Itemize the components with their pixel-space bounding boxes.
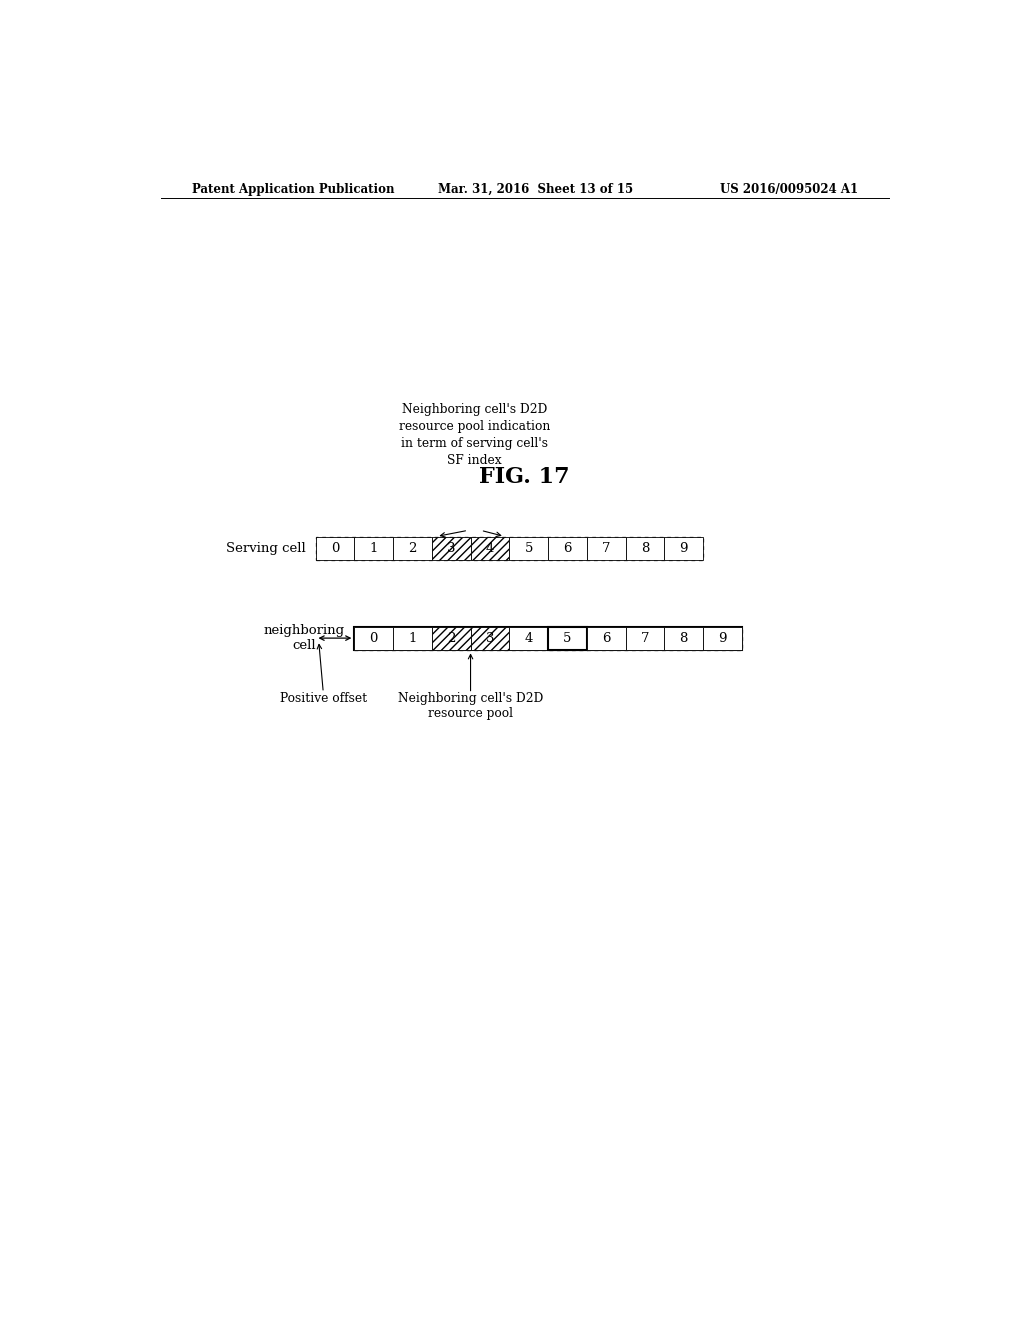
Text: 8: 8 [641,543,649,556]
Text: 3: 3 [485,631,495,644]
Text: 9: 9 [718,631,727,644]
Bar [354,627,741,649]
Text: 2: 2 [409,543,417,556]
Bar [471,537,509,561]
Bar [432,627,471,649]
Text: neighboring
cell: neighboring cell [264,624,345,652]
Text: 2: 2 [447,631,456,644]
Bar [354,537,393,561]
Text: 0: 0 [370,631,378,644]
Text: Positive offset: Positive offset [280,692,367,705]
Text: Neighboring cell's D2D
resource pool: Neighboring cell's D2D resource pool [398,692,544,719]
Bar [471,627,509,649]
Text: 4: 4 [524,631,532,644]
Text: Serving cell: Serving cell [226,543,306,556]
Bar [509,627,548,649]
Bar [626,627,665,649]
Text: Patent Application Publication: Patent Application Publication [191,183,394,197]
Bar [315,537,703,561]
Text: 1: 1 [370,543,378,556]
Bar [509,537,548,561]
Text: FIG. 17: FIG. 17 [479,466,570,488]
Text: Neighboring cell's D2D
resource pool indication
in term of serving cell's
SF ind: Neighboring cell's D2D resource pool ind… [398,403,550,467]
Bar [665,627,703,649]
Text: 7: 7 [602,543,610,556]
Bar [587,537,626,561]
Bar [626,537,665,561]
Text: 1: 1 [409,631,417,644]
Bar [432,537,471,561]
Text: 9: 9 [680,543,688,556]
Bar [548,627,587,649]
Text: 4: 4 [485,543,495,556]
Text: 3: 3 [446,543,456,556]
Bar [665,537,703,561]
Bar [703,627,741,649]
Text: 0: 0 [331,543,339,556]
Bar [393,627,432,649]
Text: 6: 6 [602,631,610,644]
Bar [548,537,587,561]
Text: 5: 5 [524,543,532,556]
Bar [354,627,741,649]
Bar [315,537,354,561]
Text: 5: 5 [563,631,571,644]
Bar [354,627,393,649]
Bar [393,537,432,561]
Text: 8: 8 [680,631,688,644]
Text: Mar. 31, 2016  Sheet 13 of 15: Mar. 31, 2016 Sheet 13 of 15 [438,183,633,197]
Text: US 2016/0095024 A1: US 2016/0095024 A1 [720,183,858,197]
Text: 6: 6 [563,543,571,556]
Bar [587,627,626,649]
Text: 7: 7 [641,631,649,644]
